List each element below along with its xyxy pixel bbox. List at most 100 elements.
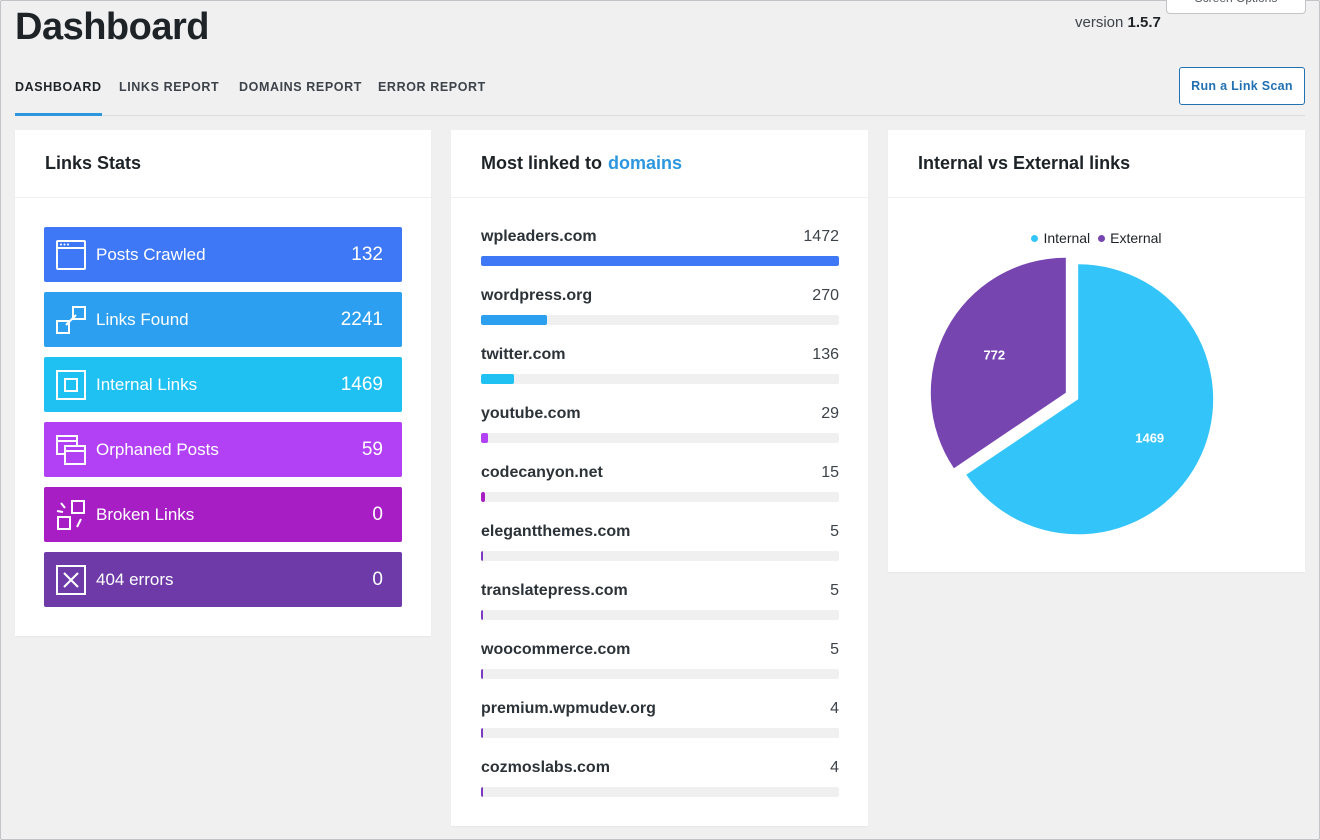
legend-label-external: External <box>1110 230 1162 246</box>
pie-chart: 1469 772 <box>930 257 1214 535</box>
tab-dashboard[interactable]: DASHBOARD <box>15 80 102 116</box>
domain-count: 4 <box>830 759 839 776</box>
domain-name[interactable]: elegantthemes.com <box>481 523 631 540</box>
domain-bar-fill <box>481 669 484 679</box>
domain-bar-fill <box>481 315 547 325</box>
tab-bar: DASHBOARD LINKS REPORT DOMAINS REPORT ER… <box>15 70 1305 116</box>
internal-link-icon <box>55 369 87 401</box>
links-stats-card: Links Stats Posts Crawled 132 Links Found 2… <box>15 130 431 636</box>
domain-count: 5 <box>830 641 839 658</box>
version-info: version 1.5.7 <box>1075 14 1161 31</box>
domain-row: youtube.com 29 <box>481 405 839 445</box>
domain-bar-track <box>481 787 839 797</box>
chart-card-title: Internal vs External links <box>888 130 1305 198</box>
tab-domains-report[interactable]: DOMAINS REPORT <box>239 80 362 94</box>
tab-links-report[interactable]: LINKS REPORT <box>119 80 220 94</box>
pie-label-external: 772 <box>983 348 1005 363</box>
domain-count: 15 <box>821 464 839 481</box>
stat-value: 0 <box>372 568 383 590</box>
domain-count: 4 <box>830 700 839 717</box>
legend-dot-internal <box>1031 234 1039 242</box>
stat-value: 2241 <box>340 308 383 330</box>
domain-name[interactable]: wordpress.org <box>481 287 593 304</box>
domains-title-link[interactable]: domains <box>608 153 683 173</box>
stat-label: Broken Links <box>96 504 195 524</box>
broken-link-icon <box>55 499 87 531</box>
chart-legend: Internal External <box>888 230 1305 246</box>
domain-name[interactable]: cozmoslabs.com <box>481 759 610 776</box>
legend-dot-external <box>1098 234 1106 242</box>
internal-external-card: Internal vs External links Internal Exte… <box>888 130 1305 572</box>
domain-count: 5 <box>830 582 839 599</box>
stat-label: Posts Crawled <box>96 244 206 264</box>
domain-bar-fill <box>481 492 485 502</box>
domain-row: wpleaders.com 1472 <box>481 228 839 268</box>
domains-card: Most linked to domains wpleaders.com 1472… <box>451 130 868 826</box>
domain-bar-track <box>481 433 839 443</box>
domain-name[interactable]: premium.wpmudev.org <box>481 700 656 717</box>
domain-bar-track <box>481 728 839 738</box>
stat-label: Orphaned Posts <box>96 439 219 459</box>
version-prefix: version <box>1075 14 1124 31</box>
domain-name[interactable]: youtube.com <box>481 405 581 422</box>
domain-bar-fill <box>481 256 839 266</box>
domain-count: 1472 <box>803 228 839 245</box>
domain-bar-fill <box>481 433 489 443</box>
domain-bar-track <box>481 669 839 679</box>
domain-row: twitter.com 136 <box>481 346 839 386</box>
pie-label-internal: 1469 <box>1135 430 1164 445</box>
run-link-scan-button[interactable]: Run a Link Scan <box>1179 67 1305 105</box>
stat-label: Internal Links <box>96 374 198 394</box>
domain-row: cozmoslabs.com 4 <box>481 759 839 799</box>
domain-bar-track <box>481 551 839 561</box>
legend-item-internal[interactable]: Internal <box>1031 230 1090 246</box>
domain-name[interactable]: twitter.com <box>481 346 566 363</box>
domain-bar-fill <box>481 728 484 738</box>
domain-bar-fill <box>481 374 515 384</box>
stat-value: 0 <box>372 503 383 525</box>
domain-row: wordpress.org 270 <box>481 287 839 327</box>
tab-error-report[interactable]: ERROR REPORT <box>378 80 486 94</box>
stat-value: 1469 <box>340 373 383 395</box>
stacked-windows-icon <box>55 434 87 466</box>
stat-value: 59 <box>361 438 383 460</box>
stat-label: Links Found <box>96 309 189 329</box>
stat-broken-links[interactable]: Broken Links 0 <box>44 487 402 542</box>
domain-row: codecanyon.net 15 <box>481 464 839 504</box>
domain-count: 136 <box>812 346 839 363</box>
x-box-icon <box>55 564 87 596</box>
domain-bar-track <box>481 374 839 384</box>
domain-bar-track <box>481 315 839 325</box>
domain-bar-track <box>481 492 839 502</box>
domain-name[interactable]: wpleaders.com <box>481 228 597 245</box>
domain-bar-fill <box>481 787 484 797</box>
legend-item-external[interactable]: External <box>1098 230 1162 246</box>
domains-title: Most linked to domains <box>451 130 868 198</box>
pie-slice-internal[interactable] <box>966 264 1214 535</box>
domain-name[interactable]: translatepress.com <box>481 582 628 599</box>
domain-name[interactable]: woocommerce.com <box>481 641 631 658</box>
stat-posts-crawled[interactable]: Posts Crawled 132 <box>44 227 402 282</box>
stat-label: 404 errors <box>96 569 174 589</box>
browser-window-icon <box>55 239 87 271</box>
domain-bar-track <box>481 256 839 266</box>
page-title: Dashboard <box>15 6 209 48</box>
domain-bar-fill <box>481 610 484 620</box>
domains-title-prefix: Most linked to <box>481 153 602 173</box>
domain-bar-track <box>481 610 839 620</box>
stat-value: 132 <box>351 243 383 265</box>
pie-slice-external[interactable] <box>930 257 1066 469</box>
version-number: 1.5.7 <box>1127 14 1161 31</box>
domain-count: 270 <box>812 287 839 304</box>
domain-name[interactable]: codecanyon.net <box>481 464 603 481</box>
stat-orphaned-posts[interactable]: Orphaned Posts 59 <box>44 422 402 477</box>
stat-links-found[interactable]: Links Found 2241 <box>44 292 402 347</box>
domain-row: translatepress.com 5 <box>481 582 839 622</box>
screen-options-button[interactable]: Screen Options <box>1166 0 1306 14</box>
domain-row: woocommerce.com 5 <box>481 641 839 681</box>
legend-label-internal: Internal <box>1043 230 1091 246</box>
stat-404-errors[interactable]: 404 errors 0 <box>44 552 402 607</box>
stat-internal-links[interactable]: Internal Links 1469 <box>44 357 402 412</box>
domain-count: 5 <box>830 523 839 540</box>
domain-row: elegantthemes.com 5 <box>481 523 839 563</box>
